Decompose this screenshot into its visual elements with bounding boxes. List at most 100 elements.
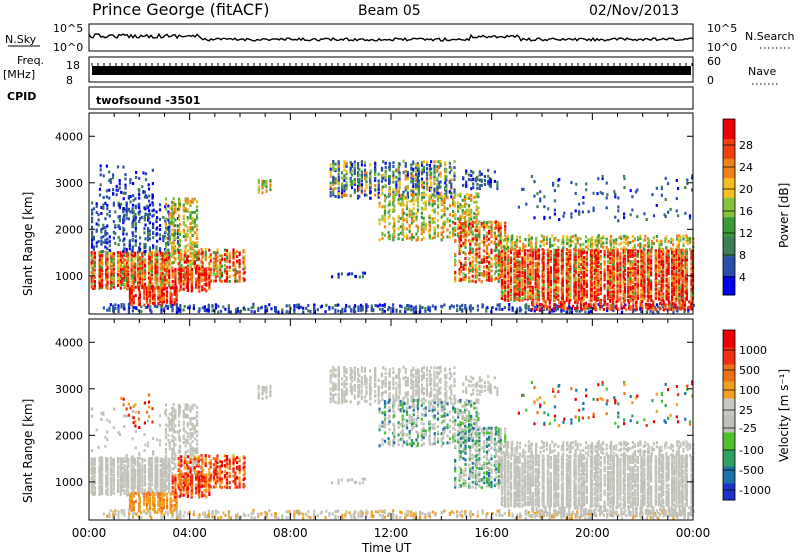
power-cell — [612, 288, 615, 291]
power-cell — [91, 216, 94, 220]
power-cell — [465, 193, 468, 196]
power-cell — [448, 165, 451, 169]
power-cell — [172, 216, 175, 220]
power-cell — [208, 248, 211, 252]
power-cell — [139, 242, 142, 246]
power-cell — [214, 275, 217, 279]
power-cell — [459, 215, 462, 219]
power-cell — [165, 292, 169, 296]
power-cell — [627, 292, 630, 296]
power-cell — [401, 211, 404, 215]
power-cell — [370, 304, 373, 308]
power-cell — [439, 164, 442, 168]
power-cell — [91, 201, 94, 205]
power-cell — [110, 259, 113, 263]
power-cell — [212, 257, 215, 261]
power-cell — [158, 228, 162, 232]
power-cell — [480, 178, 483, 182]
power-cell — [410, 176, 413, 180]
power-cell — [176, 236, 180, 240]
power-cell — [450, 185, 453, 189]
power-cell — [480, 261, 483, 264]
power-cell — [443, 197, 446, 201]
power-cell — [117, 215, 120, 219]
power-cell — [159, 257, 162, 261]
power-cell — [172, 237, 175, 241]
power-cell — [104, 217, 107, 221]
power-cell — [216, 269, 219, 273]
power-cell — [442, 213, 445, 217]
power-cell — [557, 251, 560, 255]
power-cell — [167, 242, 170, 246]
power-cell — [132, 260, 135, 263]
power-cell — [198, 283, 201, 287]
power-cell — [469, 239, 472, 243]
power-cell — [422, 230, 425, 234]
power-cell — [243, 250, 246, 254]
power-cell — [123, 237, 126, 241]
power-cell — [398, 174, 401, 178]
power-cell — [149, 268, 152, 272]
power-cell — [398, 186, 401, 190]
power-cell — [106, 254, 109, 257]
power-cell — [397, 233, 400, 237]
power-cell — [131, 238, 135, 241]
power-cell — [420, 211, 423, 215]
power-cell — [393, 235, 396, 239]
power-cell — [257, 187, 260, 191]
power-cell — [105, 255, 108, 259]
power-cell — [216, 259, 219, 263]
power-cell — [344, 309, 347, 313]
power-cell — [464, 252, 467, 256]
power-cell — [458, 252, 461, 255]
power-cell — [383, 204, 387, 208]
power-cell — [363, 271, 366, 275]
power-cell — [325, 303, 328, 307]
power-cell — [360, 160, 363, 164]
power-cell — [464, 238, 467, 242]
power-cell — [415, 238, 418, 242]
power-cell — [340, 185, 344, 189]
power-cell — [405, 200, 409, 204]
power-cell — [159, 298, 162, 302]
power-cell — [345, 184, 348, 187]
power-cell — [433, 234, 436, 238]
power-cell — [527, 305, 530, 308]
power-cell — [139, 247, 142, 251]
power-cell — [132, 254, 135, 258]
power-cell — [112, 173, 115, 177]
power-cell — [388, 222, 391, 226]
power-cell — [499, 229, 502, 233]
power-cell — [159, 262, 162, 266]
power-cell — [98, 264, 101, 268]
power-cell — [155, 210, 158, 214]
power-cell — [603, 294, 606, 298]
power-cell — [514, 260, 517, 263]
power-cell — [406, 170, 409, 174]
power-cell — [203, 267, 206, 271]
power-cell — [404, 169, 407, 173]
power-cell — [156, 263, 159, 267]
power-cell — [349, 163, 352, 167]
power-cell — [147, 238, 150, 242]
power-cell — [156, 270, 159, 274]
power-cell — [200, 259, 203, 263]
power-cell — [201, 254, 204, 258]
power-cell — [159, 290, 162, 294]
power-cell — [640, 310, 643, 313]
power-cell — [129, 178, 132, 182]
power-cell — [428, 232, 431, 236]
power-cell — [392, 188, 395, 192]
power-cell — [90, 282, 93, 286]
power-cell — [151, 168, 154, 172]
power-cell — [497, 252, 500, 256]
power-cell — [238, 275, 241, 279]
power-cell — [410, 194, 414, 197]
power-cell — [467, 173, 471, 177]
power-cell — [102, 205, 105, 209]
power-cell — [147, 271, 151, 275]
power-cell — [393, 208, 396, 212]
power-cell — [138, 276, 141, 280]
power-cell — [158, 217, 162, 221]
power-cell — [201, 269, 204, 273]
